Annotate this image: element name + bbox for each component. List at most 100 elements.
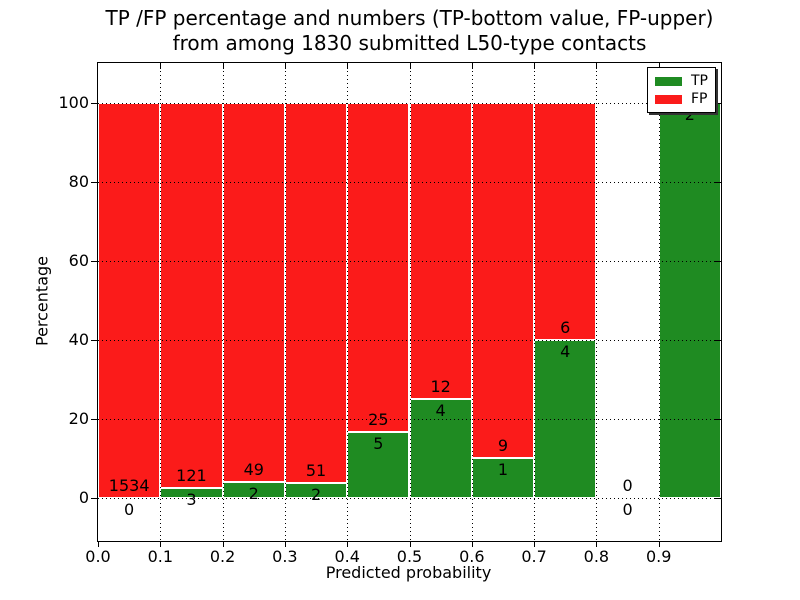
tp-bar-segment (658, 102, 721, 498)
tp-count-label: 5 (373, 433, 384, 453)
y-tick-left (91, 497, 97, 499)
y-tick-right (715, 181, 721, 183)
y-tick-right (715, 339, 721, 341)
chart-title: TP /FP percentage and numbers (TP-bottom… (97, 6, 722, 56)
x-tick-top (471, 63, 473, 69)
x-tick-top (284, 63, 286, 69)
x-tick-bottom (658, 541, 660, 547)
x-tick-top (409, 63, 411, 69)
legend-label: FP (691, 91, 708, 107)
tp-count-label: 1 (497, 460, 509, 480)
x-tick-bottom (347, 541, 349, 547)
x-tick-bottom (534, 541, 536, 547)
x-tick-bottom (409, 541, 411, 547)
fp-bar-segment (222, 102, 285, 483)
fp-bar-segment (160, 102, 223, 488)
tp-bar-segment (409, 398, 472, 498)
x-tick-label: 0.5 (396, 547, 423, 566)
x-gridline (534, 63, 536, 541)
chart-title-line2: from among 1830 submitted L50-type conta… (172, 31, 647, 55)
x-gridline (222, 63, 224, 541)
fp-bar-segment (534, 102, 597, 340)
tp-bar-segment (534, 339, 597, 498)
x-gridline (284, 63, 286, 541)
legend-item-fp: FP (655, 92, 708, 106)
y-tick-label: 80 (68, 171, 89, 191)
tp-count-label: 3 (186, 489, 197, 509)
tp-count-label: 4 (435, 400, 446, 420)
tp-count-label: 0 (622, 499, 633, 519)
tp-count-label: 2 (248, 484, 259, 504)
x-tick-bottom (284, 541, 286, 547)
x-tick-label: 0.3 (272, 547, 298, 566)
x-gridline (347, 63, 349, 541)
y-tick-left (91, 102, 97, 104)
plot-area: TP FP 0 20 40 60 80 100 0.0 0.1 0.2 0.3 0.4 0.5 0.6 0.… (58, 62, 722, 565)
y-tick-label: 60 (68, 250, 89, 270)
y-tick-right (715, 418, 721, 420)
fp-count-label: 121 (176, 465, 207, 485)
fp-count-label: 12 (430, 376, 451, 396)
fp-bar-segment (347, 102, 410, 432)
x-tick-bottom (98, 541, 99, 547)
x-tick-top (160, 63, 162, 69)
x-tick-bottom (160, 541, 162, 547)
fp-count-label: 9 (497, 436, 509, 456)
fp-count-label: 25 (368, 409, 389, 429)
tp-bar-segment (471, 458, 535, 498)
x-tick-label: 0.4 (334, 547, 360, 566)
x-tick-top (658, 63, 660, 69)
y-axis-label: Percentage (32, 255, 52, 347)
y-tick-left (91, 181, 97, 183)
y-tick-left (91, 260, 97, 262)
x-tick-label: 0.9 (645, 547, 672, 566)
x-tick-bottom (471, 541, 473, 547)
legend: TP FP (647, 67, 716, 113)
x-gridline (658, 63, 660, 541)
y-tick-label: 40 (68, 329, 89, 349)
x-tick-label: 0.1 (147, 547, 174, 566)
fp-count-label: 1534 (108, 475, 150, 495)
x-gridline (596, 63, 598, 541)
x-tick-top (596, 63, 598, 69)
fp-bar-segment (409, 102, 472, 399)
x-tick-label: 0.2 (209, 547, 236, 566)
y-tick-label: 100 (58, 92, 89, 112)
tp-count-label: 2 (310, 484, 322, 504)
fp-swatch-icon (655, 94, 682, 104)
x-tick-label: 0.7 (521, 547, 547, 566)
x-tick-top (222, 63, 224, 69)
fp-bar-segment (471, 102, 535, 459)
x-tick-top (534, 63, 536, 69)
x-gridline (409, 63, 411, 541)
tp-swatch-icon (655, 76, 682, 86)
y-tick-label: 0 (78, 487, 89, 507)
fp-bar-segment (98, 102, 161, 498)
x-gridline (471, 63, 473, 541)
x-tick-label: 0.6 (459, 547, 485, 566)
y-tick-right (715, 497, 721, 499)
tp-count-label: 2 (684, 104, 695, 124)
y-tick-left (91, 418, 97, 420)
legend-label: TP (691, 73, 708, 89)
x-tick-bottom (596, 541, 598, 547)
tp-count-label: 4 (560, 341, 571, 361)
x-tick-bottom (222, 541, 224, 547)
y-tick-right (715, 260, 721, 262)
fp-count-label: 49 (243, 460, 264, 480)
chart-title-line1: TP /FP percentage and numbers (TP-bottom… (105, 6, 714, 30)
y-tick-left (91, 339, 97, 341)
x-gridline (160, 63, 162, 541)
tp-count-label: 0 (124, 499, 135, 519)
fp-count-label: 51 (305, 460, 327, 480)
x-tick-label: 0.8 (583, 547, 610, 566)
x-tick-label: 0.0 (85, 547, 111, 566)
x-axis-label: Predicted probability (325, 563, 492, 582)
legend-item-tp: TP (655, 74, 708, 88)
y-tick-right (715, 102, 721, 104)
fp-count-label: 0 (622, 475, 633, 495)
fp-count-label: 6 (560, 317, 571, 337)
x-tick-top (347, 63, 349, 69)
fp-bar-segment (284, 102, 348, 483)
